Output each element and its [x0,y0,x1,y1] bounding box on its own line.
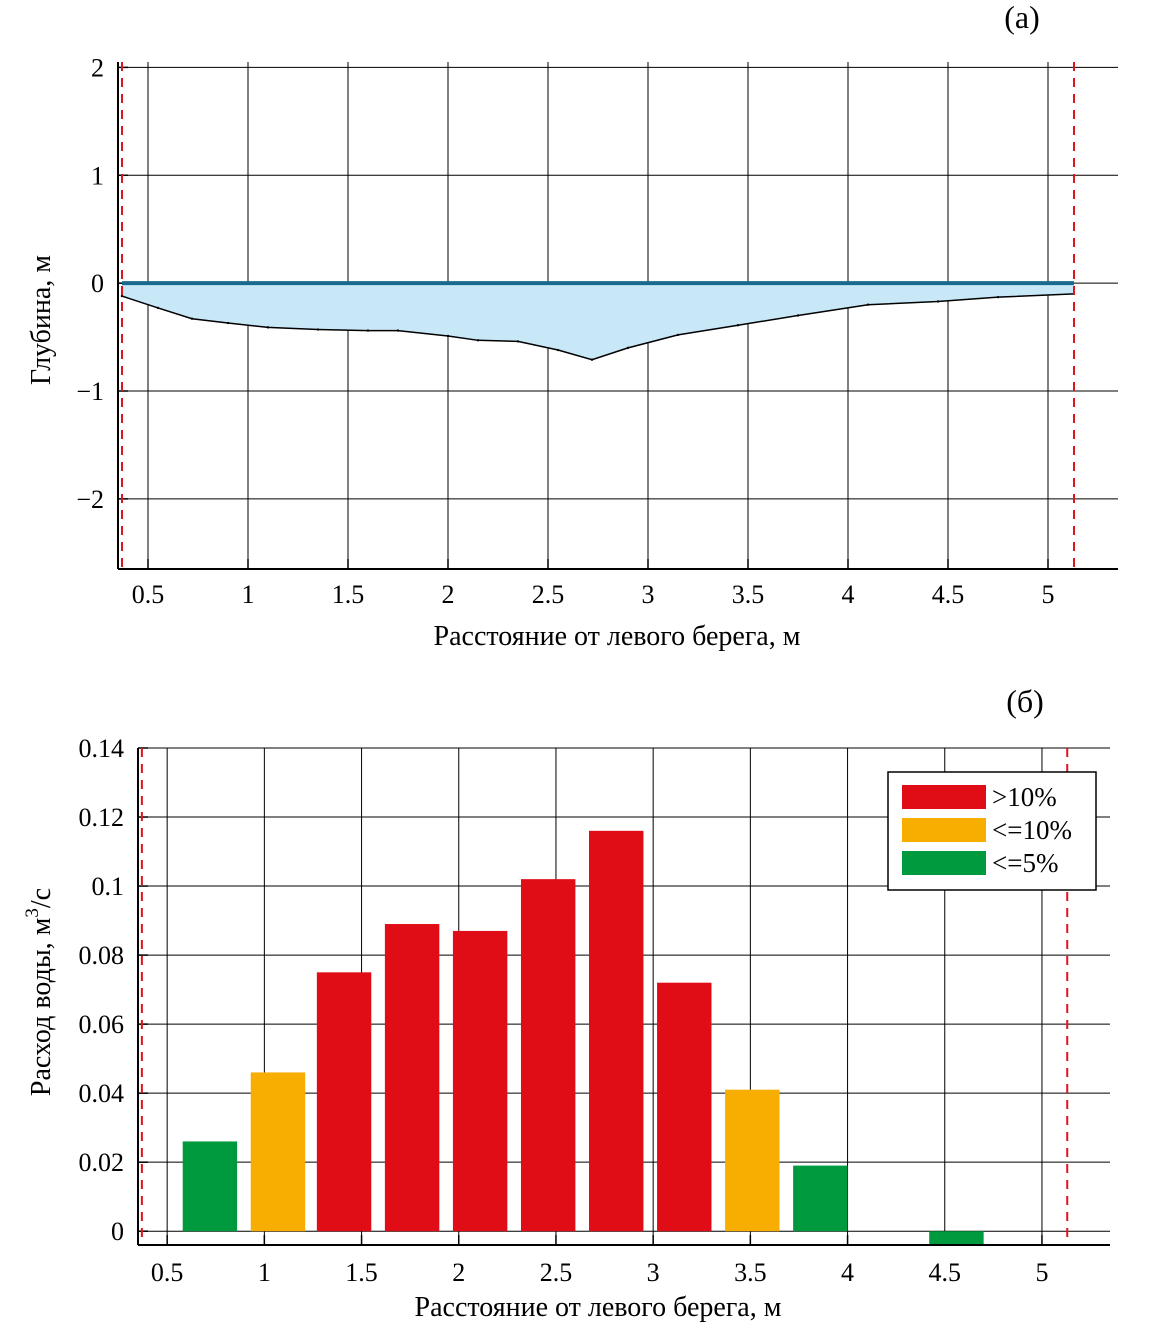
bar [725,1089,780,1232]
y-tick-label: 0.06 [79,1010,125,1039]
bar [793,1165,848,1232]
bank-lines [121,62,1075,569]
y-tick-label: 0.04 [79,1079,125,1108]
profile-point [316,328,320,331]
profile-point [396,329,400,332]
y-tick-label: 0.1 [92,872,125,901]
y-tick-label: 0.14 [79,734,125,763]
bar [452,930,508,1232]
legend: >10%<=10%<=5% [887,771,1097,891]
profile-point [120,294,124,298]
profile-point [190,317,194,320]
x-tick-label: 0.5 [151,1258,184,1287]
depth-x-axis-title: Расстояние от левого берега, м [434,621,801,652]
bar [657,982,712,1232]
discharge-plot-frame [137,748,1110,1246]
profile-point [866,303,870,306]
discharge-bar-chart: 0.5 1 1.5 2 2.5 3 3.5 4 4.5 5 0 0.02 0.04 0.06 0.08 0.… [22,683,1110,1323]
x-tick-label: 2.5 [532,580,565,609]
depth-x-tick-labels: 0.5 1 1.5 2 2.5 3 3.5 4 4.5 5 [132,580,1055,609]
depth-plot-frame [117,62,1118,570]
discharge-y-axis-title: Расход воды, м3/с [22,888,57,1096]
depth-profile-chart: 0.5 1 1.5 2 2.5 3 3.5 4 4.5 5 −2 −1 0 1 2 (а) Расстоя… [26,0,1118,652]
y-tick-label: 0 [111,1217,124,1246]
legend-swatch [902,851,986,875]
x-tick-label: 3.5 [734,1258,767,1287]
profile-point [936,300,940,303]
x-tick-label: 2 [442,580,455,609]
depth-y-axis-title: Глубина, м [26,255,57,385]
bar [384,924,440,1232]
panel-label-a: (а) [1004,0,1040,35]
profile-point [446,334,450,338]
legend-label: <=10% [992,815,1072,845]
legend-label: >10% [992,782,1057,812]
profile-point [556,348,560,352]
water-area [122,283,1074,360]
legend-swatch [902,818,986,842]
bar [589,830,644,1232]
x-tick-label: 2 [452,1258,465,1287]
y-tick-label: −1 [76,377,104,406]
bar [250,1072,306,1232]
x-tick-label: 3 [647,1258,660,1287]
x-tick-label: 3 [642,580,655,609]
profile-point [676,333,680,337]
profile-point [736,324,740,327]
x-tick-label: 5 [1035,1258,1048,1287]
legend-swatch [902,785,986,809]
y-tick-label: −2 [76,485,104,514]
profile-point [590,358,594,361]
x-tick-label: 5 [1042,580,1055,609]
x-tick-label: 1 [242,580,255,609]
x-tick-label: 2.5 [540,1258,573,1287]
y-tick-label: 1 [91,161,104,190]
x-tick-label: 1.5 [345,1258,378,1287]
y-tick-label: 2 [91,53,104,82]
discharge-x-axis-title: Расстояние от левого берега, м [415,1292,782,1323]
panel-label-b: (б) [1006,683,1044,719]
y-tick-label: 0 [91,269,104,298]
discharge-y-axis-title-main: Расход воды, м [26,917,57,1096]
profile-point [516,340,520,343]
y-tick-label: 0.12 [79,803,125,832]
profile-point [226,321,230,325]
legend-label: <=5% [992,848,1058,878]
x-tick-label: 3.5 [732,580,765,609]
discharge-y-axis-title-sup: 3 [22,908,43,918]
water-cross-section [120,281,1076,361]
profile-point [266,326,270,329]
y-tick-label: 0.02 [79,1148,125,1177]
profile-point [996,295,1000,299]
bar [520,879,576,1232]
x-tick-label: 1.5 [332,580,365,609]
x-tick-label: 4.5 [932,580,965,609]
discharge-bars [182,830,984,1245]
discharge-y-tick-labels: 0 0.02 0.04 0.06 0.08 0.1 0.12 0.14 [79,734,125,1246]
y-tick-label: 0.08 [79,941,125,970]
discharge-x-tick-labels: 0.5 1 1.5 2 2.5 3 3.5 4 4.5 5 [151,1258,1049,1287]
bar [182,1141,238,1232]
x-tick-label: 1 [258,1258,271,1287]
x-tick-label: 4 [842,580,855,609]
profile-point [366,329,370,332]
x-tick-label: 4.5 [929,1258,962,1287]
discharge-y-axis-title-tail: /с [26,888,57,908]
profile-point [476,339,480,342]
profile-point [626,346,630,350]
bar [316,972,372,1232]
depth-y-tick-labels: −2 −1 0 1 2 [76,53,104,513]
x-tick-label: 0.5 [132,580,165,609]
profile-point [156,306,160,310]
bar [929,1231,984,1245]
x-tick-label: 4 [841,1258,854,1287]
profile-point [796,314,800,317]
